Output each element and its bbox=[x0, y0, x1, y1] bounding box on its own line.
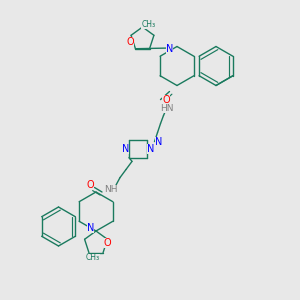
Text: N: N bbox=[147, 143, 154, 154]
Text: N: N bbox=[155, 136, 163, 147]
Text: O: O bbox=[103, 238, 111, 248]
Text: N: N bbox=[122, 143, 129, 154]
Text: CH₃: CH₃ bbox=[86, 254, 100, 262]
Text: N: N bbox=[166, 44, 173, 54]
Text: N: N bbox=[87, 223, 94, 233]
Text: O: O bbox=[87, 180, 94, 190]
Text: O: O bbox=[162, 94, 170, 105]
Text: CH₃: CH₃ bbox=[141, 20, 156, 29]
Text: HN: HN bbox=[160, 104, 173, 113]
Text: O: O bbox=[127, 37, 134, 47]
Text: NH: NH bbox=[104, 184, 118, 194]
